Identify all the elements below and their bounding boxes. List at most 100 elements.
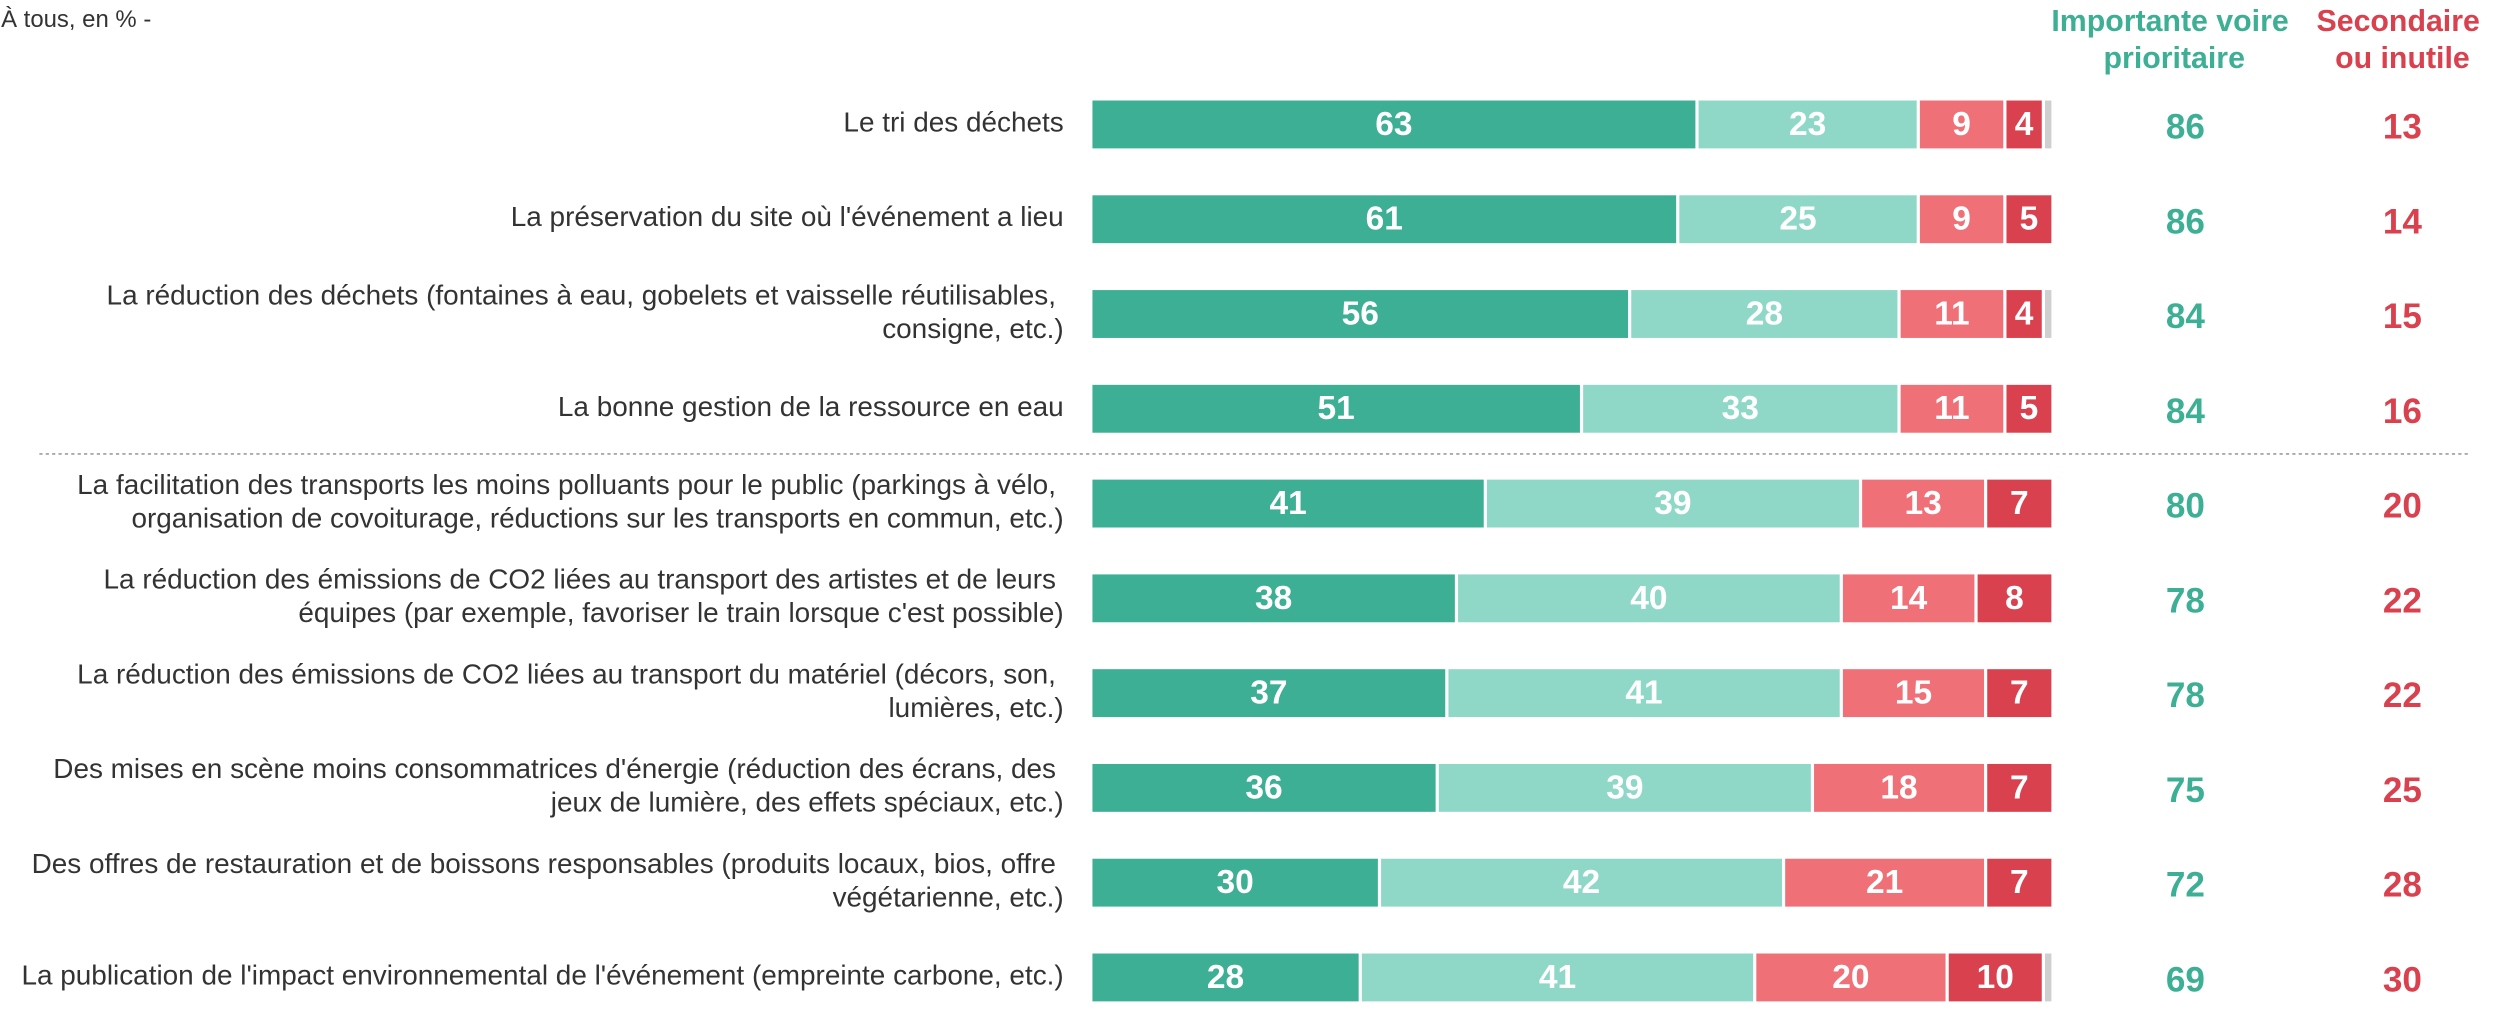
bar-value-label: 18 [1880, 769, 1917, 806]
total-value: 22 [2383, 676, 2422, 715]
bar-value-label: 41 [1269, 485, 1306, 522]
bar-value-label: 5 [2020, 201, 2039, 238]
bar-segment [1092, 574, 1455, 623]
bar-value-label: 7 [2010, 675, 2029, 712]
bar-value-label: 9 [1952, 201, 1971, 238]
bar-value-label: 7 [2010, 864, 2029, 901]
bar-segment [1679, 195, 1917, 244]
bar-value-label: 4 [2015, 295, 2034, 332]
bar-segment [1987, 479, 2052, 528]
total-value: 22 [2383, 581, 2422, 620]
category-label: La facilitation des transports les moins… [77, 469, 1064, 534]
category-label: La réduction des émissions de CO2 liées … [77, 659, 1064, 724]
total-value: 13 [2383, 108, 2422, 147]
bar-segment [1458, 574, 1840, 623]
total-header: Importante voire prioritaire [2051, 5, 2297, 75]
total-value: 72 [2166, 866, 2205, 905]
total-value: 84 [2166, 297, 2206, 336]
total-header: Secondaire ou inutile [2317, 5, 2489, 75]
category-label: La publication de l'impact environnement… [21, 960, 1063, 991]
total-value: 75 [2166, 771, 2205, 810]
category-label: Des offres de restauration et de boisson… [32, 848, 1064, 913]
bar-segment [1092, 479, 1484, 528]
bar-value-label: 30 [1217, 864, 1254, 901]
total-value: 86 [2166, 202, 2205, 241]
bar-segment [2006, 290, 2042, 338]
total-value: 86 [2166, 108, 2205, 147]
total-value: 30 [2383, 961, 2422, 1000]
bar-segment [1092, 669, 1446, 718]
bar-value-label: 8 [2005, 580, 2024, 617]
bar-value-label: 5 [2020, 390, 2039, 427]
bar-segment [1900, 384, 2004, 433]
bar-value-label: 61 [1366, 201, 1403, 238]
bar-value-label: 33 [1722, 390, 1759, 427]
total-value: 25 [2383, 771, 2422, 810]
bar-segment [1092, 195, 1677, 244]
bar-value-label: 56 [1342, 295, 1379, 332]
bar-segment [2044, 953, 2052, 1002]
total-value: 20 [2383, 487, 2422, 526]
bar-value-label: 40 [1630, 580, 1667, 617]
bar-segment [1092, 763, 1436, 812]
total-value: 80 [2166, 487, 2205, 526]
bar-segment [1361, 953, 1754, 1002]
bar-segment [1919, 100, 2004, 149]
bar-value-label: 41 [1539, 959, 1576, 996]
bar-segment [1814, 763, 1985, 812]
bar-value-label: 11 [1934, 295, 1969, 332]
total-value: 16 [2383, 392, 2422, 431]
category-label: La réduction des émissions de CO2 liées … [104, 564, 1064, 629]
bar-value-label: 42 [1563, 864, 1600, 901]
subtitle: À tous, en % - [1, 6, 151, 33]
bar-value-label: 39 [1606, 769, 1643, 806]
bar-segment [1092, 290, 1629, 338]
bar-segment [1785, 858, 1985, 907]
total-value: 84 [2166, 392, 2206, 431]
total-value: 78 [2166, 676, 2205, 715]
bar-segment [1092, 953, 1359, 1002]
bar-value-label: 39 [1654, 485, 1691, 522]
bar-value-label: 15 [1895, 675, 1932, 712]
bar-segment [1092, 100, 1696, 149]
total-value: 28 [2383, 866, 2422, 905]
bar-segment [2006, 195, 2052, 244]
bar-value-label: 14 [1890, 580, 1928, 617]
bar-segment [1862, 479, 1985, 528]
bar-segment [1486, 479, 1859, 528]
bar-value-label: 28 [1207, 959, 1244, 996]
category-label: La préservation du site où l'événement a… [511, 202, 1064, 233]
total-value: 69 [2166, 961, 2205, 1000]
bar-value-label: 36 [1245, 769, 1282, 806]
bar-segment [1698, 100, 1917, 149]
bar-value-label: 11 [1934, 390, 1969, 427]
bar-segment [1092, 384, 1580, 433]
bar-segment [1448, 669, 1840, 718]
bar-value-label: 38 [1255, 580, 1292, 617]
bar-segment [2006, 100, 2042, 149]
category-label: Des mises en scène moins consommatrices … [53, 754, 1063, 819]
bar-value-label: 10 [1977, 959, 2014, 996]
bar-value-label: 28 [1746, 295, 1783, 332]
bar-segment [2006, 384, 2052, 433]
bar-segment [1756, 953, 1946, 1002]
bar-segment [1987, 858, 2052, 907]
bar-segment [1977, 574, 2052, 623]
bar-segment [1438, 763, 1811, 812]
bar-segment [1583, 384, 1898, 433]
bar-segment [1842, 574, 1975, 623]
bar-value-label: 7 [2010, 769, 2029, 806]
bar-value-label: 23 [1789, 106, 1826, 143]
bar-segment [1919, 195, 2004, 244]
bar-segment [2044, 290, 2052, 338]
category-label: La réduction des déchets (fontaines à ea… [107, 280, 1064, 345]
bar-value-label: 4 [2015, 106, 2034, 143]
bar-value-label: 25 [1779, 201, 1816, 238]
bar-segment [1987, 669, 2052, 718]
bar-value-label: 7 [2010, 485, 2029, 522]
bar-segment [2044, 100, 2052, 149]
total-value: 14 [2383, 202, 2423, 241]
bar-value-label: 21 [1866, 864, 1903, 901]
bar-value-label: 13 [1904, 485, 1941, 522]
